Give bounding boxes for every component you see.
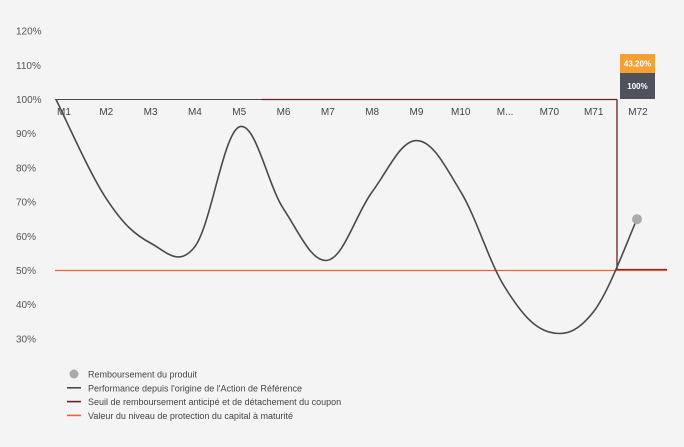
x-tick-label: M70	[540, 107, 560, 118]
legend-label: Valeur du niveau de protection du capita…	[88, 411, 293, 421]
legend-dot	[70, 370, 79, 379]
x-tick-label: M6	[277, 107, 291, 118]
x-tick-label: M7	[321, 107, 335, 118]
coupon-box-label: 43.20%	[624, 60, 651, 69]
y-tick-label: 70%	[16, 198, 36, 209]
y-tick-label: 30%	[16, 334, 36, 345]
y-tick-label: 90%	[16, 129, 36, 140]
x-tick-label: M...	[497, 107, 514, 118]
y-tick-label: 120%	[16, 27, 42, 38]
y-tick-label: 40%	[16, 300, 36, 311]
performance-line	[56, 100, 637, 334]
y-tick-label: 110%	[16, 61, 41, 72]
y-tick-label: 50%	[16, 266, 36, 277]
legend-label: Performance depuis l'origine de l'Action…	[88, 383, 302, 393]
x-tick-label: M9	[410, 107, 424, 118]
legend-label: Remboursement du produit	[88, 370, 198, 380]
x-tick-label: M4	[188, 107, 202, 118]
x-tick-label: M3	[144, 107, 158, 118]
y-tick-label: 80%	[16, 163, 36, 174]
x-tick-label: M5	[232, 107, 246, 118]
y-tick-label: 60%	[16, 232, 36, 243]
capital-box-label: 100%	[627, 82, 647, 91]
legend-label: Seuil de remboursement anticipé et de dé…	[88, 397, 341, 407]
x-tick-label: M71	[584, 107, 604, 118]
y-tick-label: 100%	[16, 95, 42, 106]
x-tick-label: M8	[365, 107, 379, 118]
x-tick-label: M2	[99, 107, 113, 118]
redemption-marker	[632, 214, 642, 224]
x-tick-label: M72	[628, 107, 648, 118]
x-tick-label: M10	[451, 107, 471, 118]
